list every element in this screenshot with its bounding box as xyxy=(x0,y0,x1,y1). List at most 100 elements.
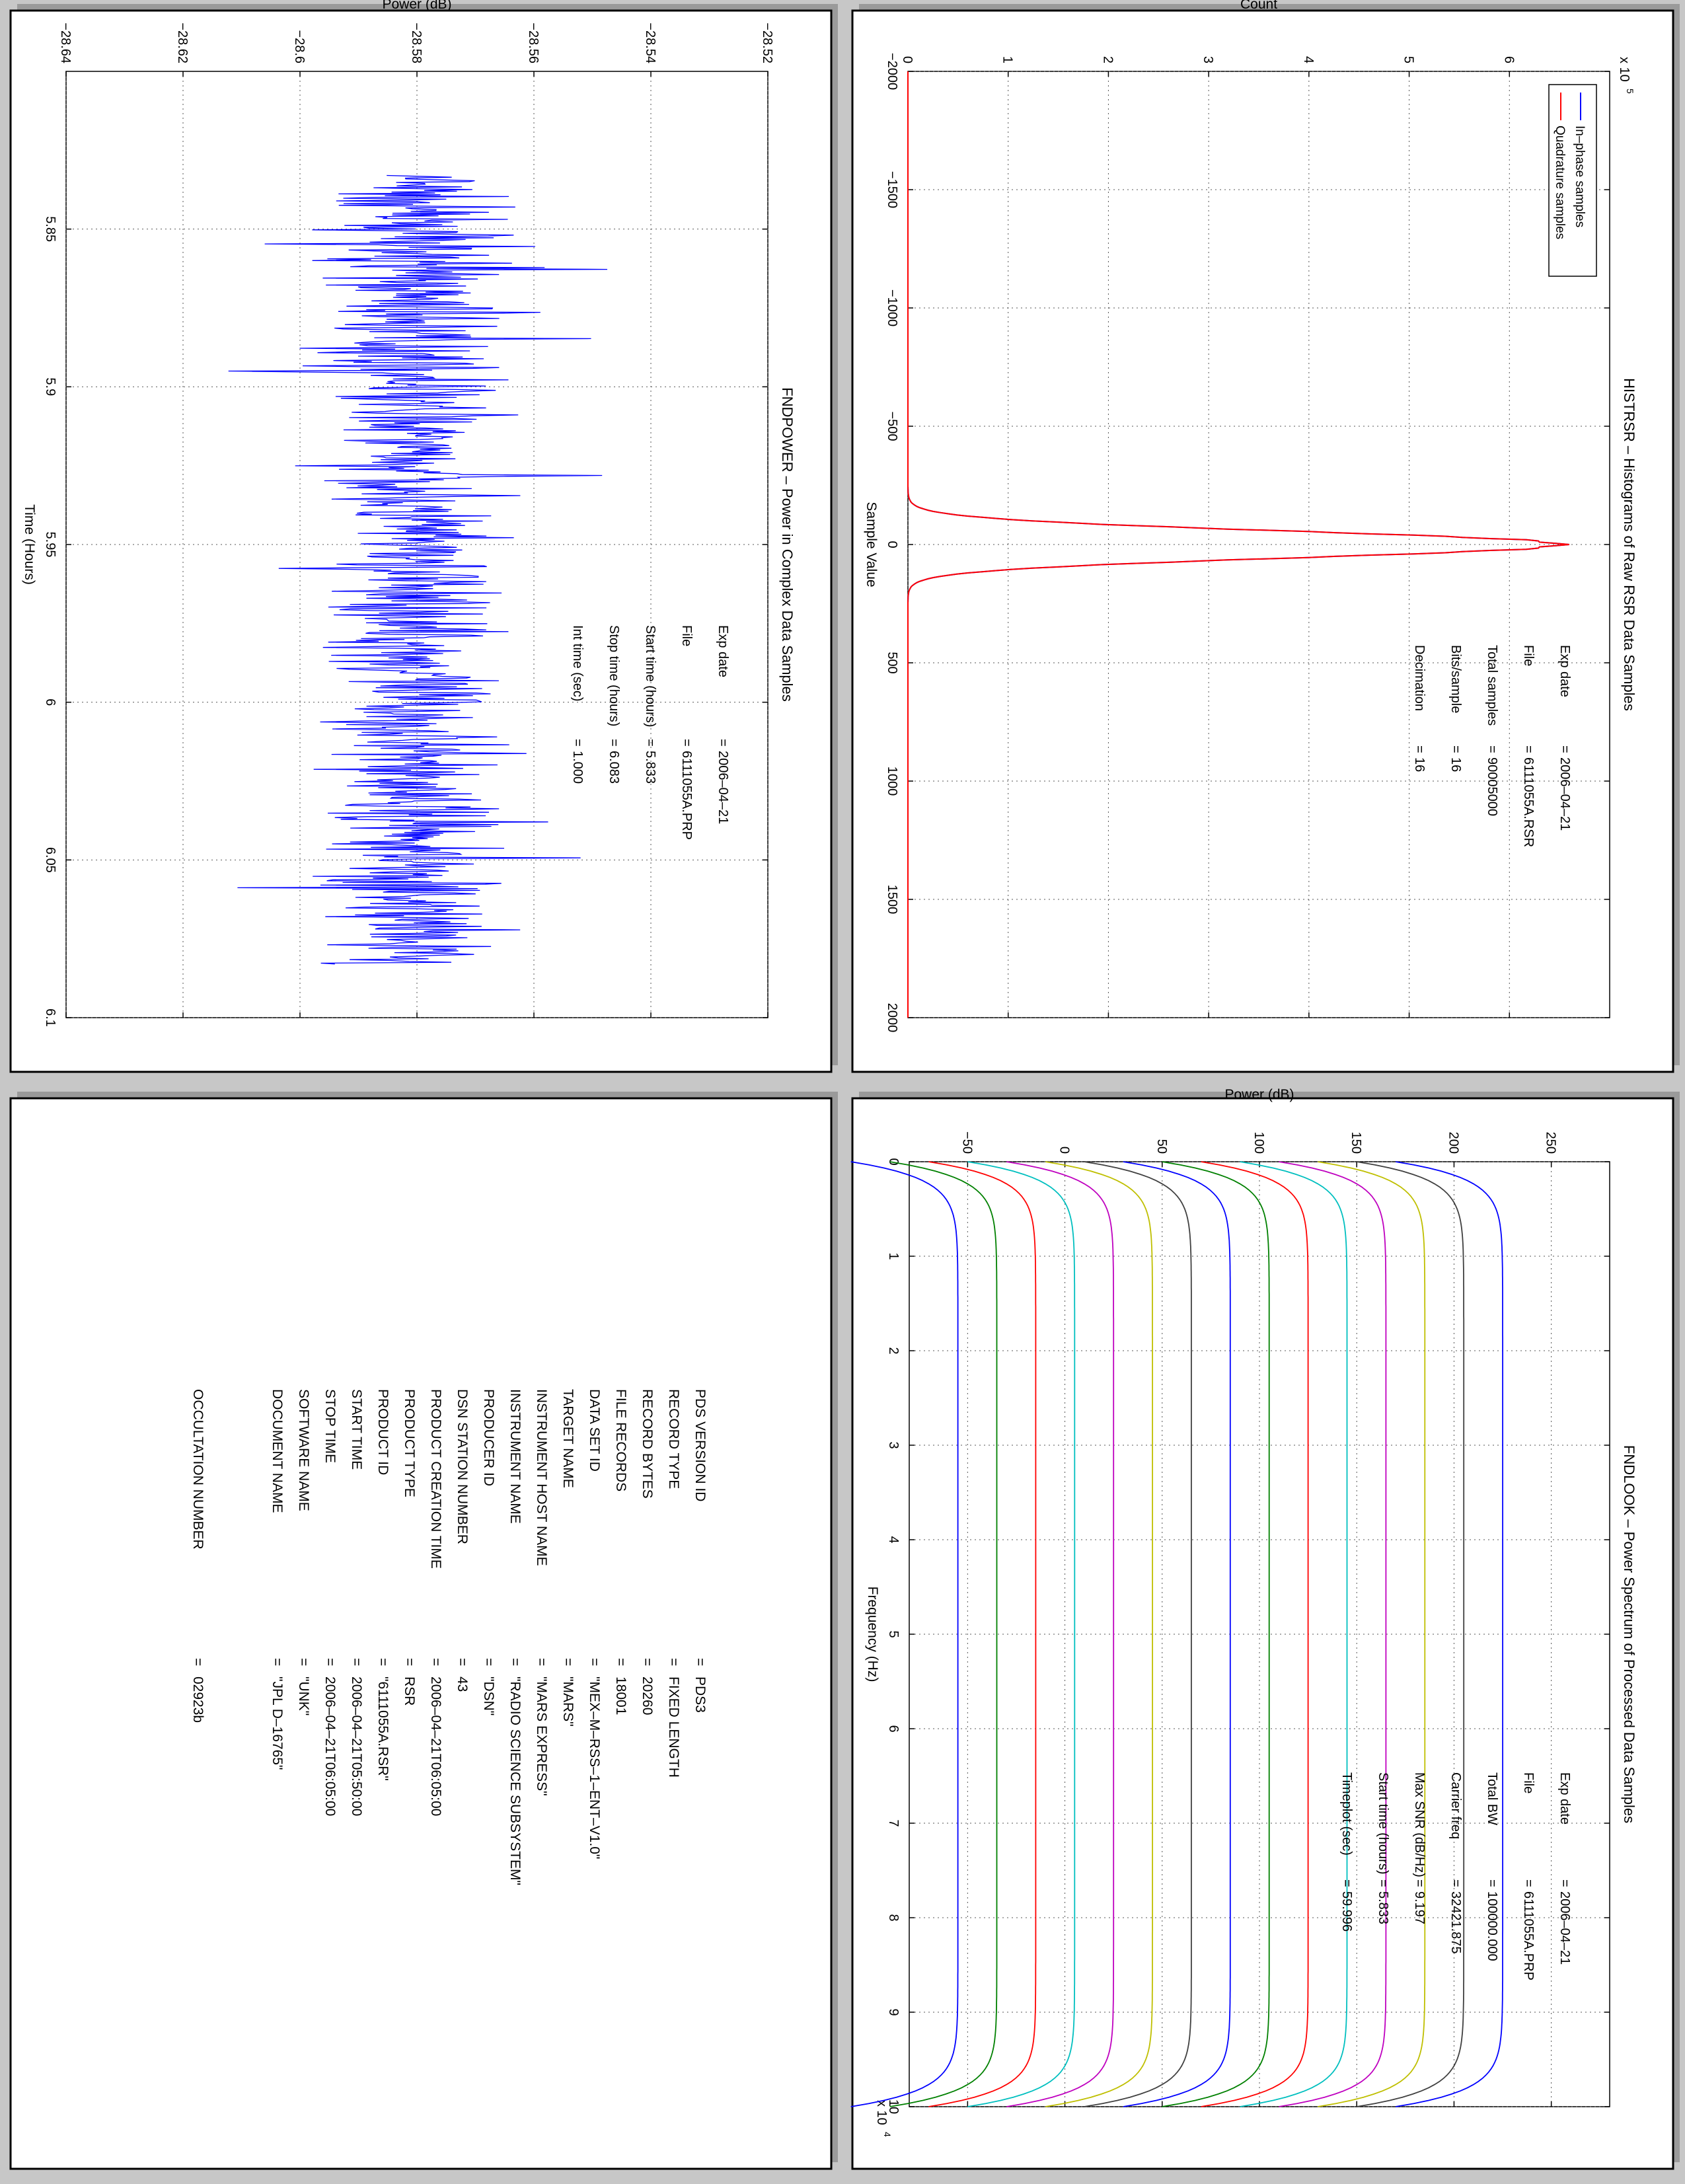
label-equals: = xyxy=(587,1658,602,1666)
info-value: 59.996 xyxy=(1339,1891,1354,1932)
spectrum-series-line xyxy=(967,1161,1076,2107)
info-value: 2006–04–21 xyxy=(716,751,730,824)
label-equals: = xyxy=(296,1658,311,1666)
spectrum-series-line xyxy=(889,1161,998,2107)
y-axis-label: Power (dB) xyxy=(1224,1087,1294,1102)
label-key: INSTRUMENT NAME xyxy=(507,1389,523,1524)
legend: In–phase samples Quadrature samples xyxy=(1548,84,1597,277)
label-value: "MARS" xyxy=(560,1676,576,1727)
info-value: 16 xyxy=(1448,757,1463,772)
y-tick-label: 200 xyxy=(1446,1132,1460,1154)
label-value: "MARS EXPRESS" xyxy=(534,1676,549,1796)
x-tick-label: 1 xyxy=(886,1252,901,1260)
x-tick-label: 1500 xyxy=(885,885,899,915)
x-tick-label: 10 xyxy=(886,2099,901,2114)
x-tick-label: −500 xyxy=(885,411,899,441)
panel-top-right: −2000 −1500 −1000 −500 0 500 1000 1500 2000 0 1 2 3 4… xyxy=(864,0,1637,1032)
spectrum-series-line xyxy=(1084,1161,1192,2107)
label-key: FILE RECORDS xyxy=(613,1389,628,1491)
legend-label: In–phase samples xyxy=(1573,126,1587,227)
info-value: 2006–04–21 xyxy=(1557,1891,1572,1965)
x-tick-label: 9 xyxy=(886,2008,901,2015)
y-tick-label: 1 xyxy=(1000,56,1015,63)
info-value: 5.833 xyxy=(643,751,657,784)
label-equals: = xyxy=(322,1658,338,1666)
info-value: 2006–04–21 xyxy=(1557,757,1572,831)
label-value: "MEX–M–RSS–1–ENT–V1.0" xyxy=(587,1676,602,1859)
info-value: 32421.875 xyxy=(1448,1891,1463,1954)
info-label: Int time (sec) xyxy=(570,625,585,702)
spectrum-series-line xyxy=(1045,1161,1153,2107)
label-equals: = xyxy=(349,1658,364,1666)
label-key: OCCULTATION NUMBER xyxy=(190,1389,206,1550)
y-axis-label: Power (dB) xyxy=(382,0,451,12)
y-tick-label: 0 xyxy=(1057,1147,1072,1154)
label-key: STOP TIME xyxy=(322,1389,338,1463)
info-equals: = xyxy=(607,739,621,747)
label-value: RSR xyxy=(402,1676,417,1706)
label-key: DSN STATION NUMBER xyxy=(455,1389,470,1544)
info-equals: = xyxy=(1448,745,1463,753)
y-tick-label: 0 xyxy=(900,56,915,63)
chart-title: FNDLOOK – Power Spectrum of Processed Da… xyxy=(1621,1445,1637,1823)
y-tick-label: −28.6 xyxy=(292,30,307,63)
label-key: DATA SET ID xyxy=(587,1389,602,1472)
info-value: 5.833 xyxy=(1376,1891,1390,1924)
y-tick-label: 4 xyxy=(1301,56,1316,63)
x-axis-label: Frequency (Hz) xyxy=(865,1587,880,1682)
x-tick-label: 500 xyxy=(885,652,899,673)
label-value: FIXED LENGTH xyxy=(666,1676,681,1778)
info-label: File xyxy=(1521,1772,1536,1793)
x-tick-label: 1000 xyxy=(885,767,899,796)
y-tick-label: 6 xyxy=(1501,56,1516,63)
info-label: Carrier freq xyxy=(1448,1772,1463,1839)
info-label: Start time (hours) xyxy=(643,625,657,727)
label-value: PDS3 xyxy=(693,1676,708,1713)
spectrum-series-line xyxy=(1006,1161,1115,2107)
y-tick-label: 50 xyxy=(1154,1139,1169,1154)
label-equals: = xyxy=(402,1658,417,1666)
label-value: 02923b xyxy=(190,1676,206,1723)
x-axis-label: Time (Hours) xyxy=(22,504,37,585)
label-equals: = xyxy=(375,1658,391,1666)
label-key: PRODUCT ID xyxy=(375,1389,391,1475)
info-equals: = xyxy=(716,739,730,747)
info-equals: = xyxy=(1376,1879,1390,1887)
info-value: 6.083 xyxy=(607,751,621,784)
info-equals: = xyxy=(1557,745,1572,753)
label-key: DOCUMENT NAME xyxy=(270,1389,285,1513)
y-multiplier-exponent: 5 xyxy=(1625,89,1635,94)
label-equals: = xyxy=(190,1658,206,1666)
label-equals: = xyxy=(428,1658,443,1666)
info-value: 16 xyxy=(1412,757,1427,772)
info-equals: = xyxy=(1485,745,1499,753)
label-equals: = xyxy=(666,1658,681,1666)
info-equals: = xyxy=(1412,1879,1427,1887)
y-tick-label: −28.58 xyxy=(409,22,424,63)
x-tick-label: 5.9 xyxy=(43,377,57,396)
info-equals: = xyxy=(643,739,657,747)
info-label: Exp date xyxy=(1557,1772,1572,1825)
info-value: 9.197 xyxy=(1412,1891,1427,1924)
label-equals: = xyxy=(270,1658,285,1666)
spectrum-series-line xyxy=(1357,1161,1465,2107)
y-tick-label: 3 xyxy=(1201,56,1215,63)
y-tick-label: −28.62 xyxy=(175,22,190,63)
label-key: SOFTWARE NAME xyxy=(296,1389,311,1511)
spectrum-series-line xyxy=(928,1161,1037,2107)
label-key: PDS VERSION ID xyxy=(693,1389,708,1501)
label-equals: = xyxy=(560,1658,576,1666)
y-tick-label: −50 xyxy=(959,1131,974,1154)
x-tick-label: 6 xyxy=(43,698,57,706)
info-label: Timeplot (sec) xyxy=(1339,1772,1354,1856)
spectrum-series-line xyxy=(1240,1161,1348,2107)
info-label: Stop time (hours) xyxy=(607,625,621,726)
x-tick-label: −2000 xyxy=(885,53,899,90)
x-tick-label: 6 xyxy=(886,1725,901,1732)
info-equals: = xyxy=(1448,1879,1463,1887)
x-tick-label: 5 xyxy=(886,1630,901,1638)
info-equals: = xyxy=(1412,745,1427,753)
chart-title: FNDPOWER – Power in Complex Data Samples xyxy=(779,387,796,702)
x-tick-label: 4 xyxy=(886,1536,901,1543)
info-equals: = xyxy=(1485,1879,1499,1887)
